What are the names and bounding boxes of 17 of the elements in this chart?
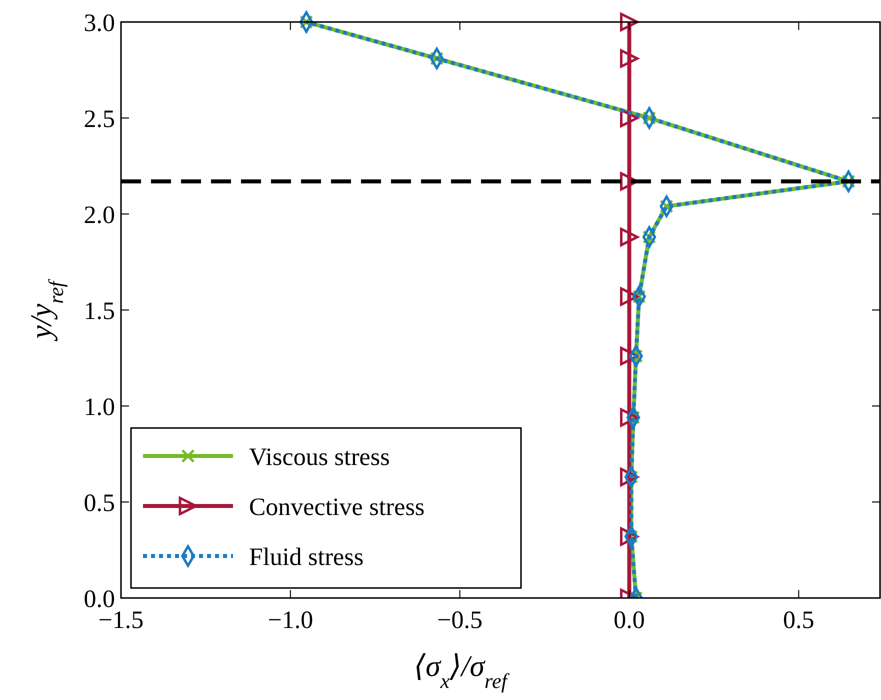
- y-tick-label: 1.5: [84, 298, 115, 325]
- x-tick-label: 0.0: [614, 607, 645, 634]
- y-tick-label: 0.5: [84, 490, 115, 517]
- y-tick-label: 2.5: [84, 106, 115, 133]
- y-tick-label: 1.0: [84, 394, 115, 421]
- point: [620, 228, 639, 246]
- x-tick-label: −0.5: [437, 607, 483, 634]
- y-tick-label: 2.0: [84, 202, 115, 229]
- legend-label: Convective stress: [249, 494, 425, 521]
- point: [620, 49, 639, 68]
- point: [620, 12, 639, 32]
- x-axis-title: ⟨σ$_{x}$⟩/σ$_{ref}$: [414, 650, 510, 693]
- legend-label: Viscous stress: [249, 444, 390, 471]
- x-tick-label: −1.0: [268, 607, 314, 634]
- y-tick-label: 3.0: [84, 10, 115, 37]
- legend-label: Fluid stress: [249, 544, 364, 571]
- x-tick-label: 0.5: [783, 607, 814, 634]
